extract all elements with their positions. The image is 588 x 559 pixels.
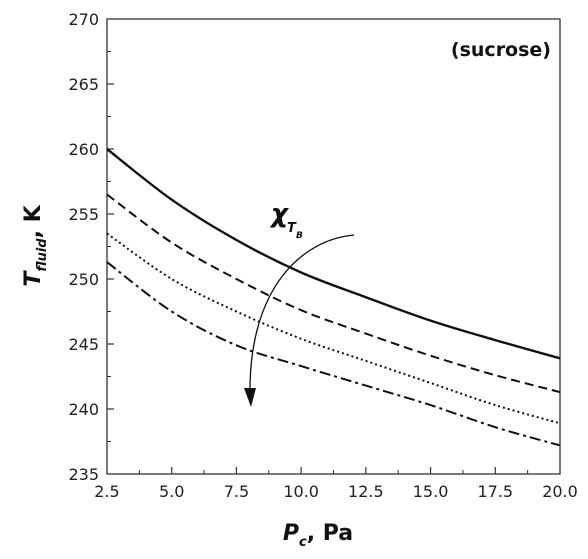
y-axis-title-main: T: [21, 270, 46, 287]
y-tick-label: 265: [68, 75, 99, 94]
y-axis-title-sub: fluid: [35, 238, 50, 272]
x-tick-label: 20.0: [542, 482, 578, 501]
plot-frame: [106, 18, 561, 475]
y-tick-label: 255: [68, 205, 99, 224]
trend-arrow-head: [244, 388, 256, 407]
series-group: [106, 148, 561, 447]
y-tick-label: 270: [68, 10, 99, 29]
x-axis-title-sub: c: [299, 535, 307, 550]
series-line-dashdot: [106, 261, 561, 447]
y-tick-label: 250: [68, 270, 99, 289]
x-tick-label: 15.0: [413, 482, 449, 501]
y-tick-label: 240: [68, 400, 99, 419]
x-axis-title-rest: , Pa: [307, 521, 353, 546]
x-axis-ticks: 2.5 5.0 7.5 10.0 12.5 15.0 17.5 20.0: [94, 467, 578, 501]
x-tick-label: 5.0: [159, 482, 184, 501]
x-tick-label: 10.0: [283, 482, 319, 501]
x-tick-label: 17.5: [477, 482, 513, 501]
x-tick-label: 12.5: [348, 482, 384, 501]
chart-annotation: (sucrose): [451, 39, 551, 61]
x-tick-label: 7.5: [224, 482, 249, 501]
y-tick-label: 260: [68, 140, 99, 159]
y-axis-ticks: 235 240 245 250 255 260 265 270: [68, 10, 114, 484]
arrow-label-subsub: B: [296, 231, 303, 241]
arrow-label-main: χ: [269, 199, 290, 229]
arrow-label-sub: T: [287, 221, 297, 236]
x-axis-title-main: P: [283, 521, 299, 546]
series-line-dotted: [106, 232, 561, 425]
y-tick-label: 235: [68, 465, 99, 484]
y-tick-label: 245: [68, 335, 99, 354]
x-axis-title: Pc, Pa: [283, 521, 353, 550]
x-tick-label: 2.5: [94, 482, 119, 501]
series-line-dashed: [106, 193, 561, 394]
y-axis-title: Tfluid, K: [21, 204, 50, 286]
trend-arrow: [249, 234, 355, 391]
y-axis-title-rest: , K: [21, 204, 46, 238]
arrow-label: χ: [269, 199, 290, 229]
series-line-solid: [106, 148, 561, 360]
